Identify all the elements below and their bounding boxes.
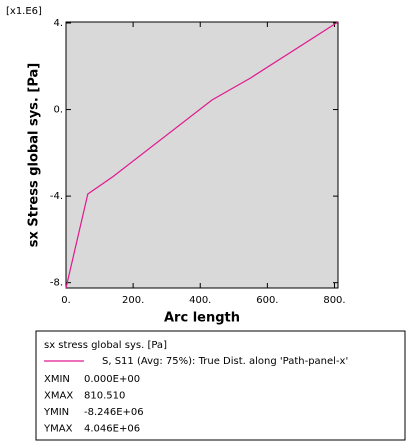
stat-value: 4.046E+06: [84, 424, 140, 435]
x-tick-label: 400.: [189, 295, 211, 306]
stat-value: 0.000E+00: [84, 374, 140, 385]
x-tick-label: 0.: [61, 295, 71, 306]
series-line: [65, 21, 339, 289]
x-tick-label: 600.: [256, 295, 278, 306]
x-axis-label: Arc length: [164, 311, 240, 326]
stat-name: XMIN: [44, 374, 70, 385]
y-tick-label: 4.: [53, 18, 63, 29]
stat-value: 810.510: [84, 391, 125, 402]
x-tick-label: 200.: [122, 295, 144, 306]
stat-name: YMAX: [43, 424, 73, 435]
legend-label: S, S11 (Avg: 75%): True Dist. along 'Pat…: [102, 356, 348, 367]
stat-value: -8.246E+06: [84, 407, 144, 418]
legend-title: sx stress global sys. [Pa]: [44, 340, 167, 351]
x-tick-label: 800.: [323, 295, 345, 306]
y-axis-label: sx Stress global sys. [Pa]: [27, 63, 42, 247]
y-tick-label: -8.: [50, 278, 63, 289]
stat-name: YMIN: [43, 407, 69, 418]
y-multiplier: [x1.E6]: [6, 6, 42, 17]
legend-box: [35, 330, 406, 441]
y-tick-label: 0.: [53, 105, 63, 116]
y-tick-label: -4.: [50, 191, 63, 202]
plot-area: [65, 21, 339, 289]
stat-name: XMAX: [44, 391, 73, 402]
